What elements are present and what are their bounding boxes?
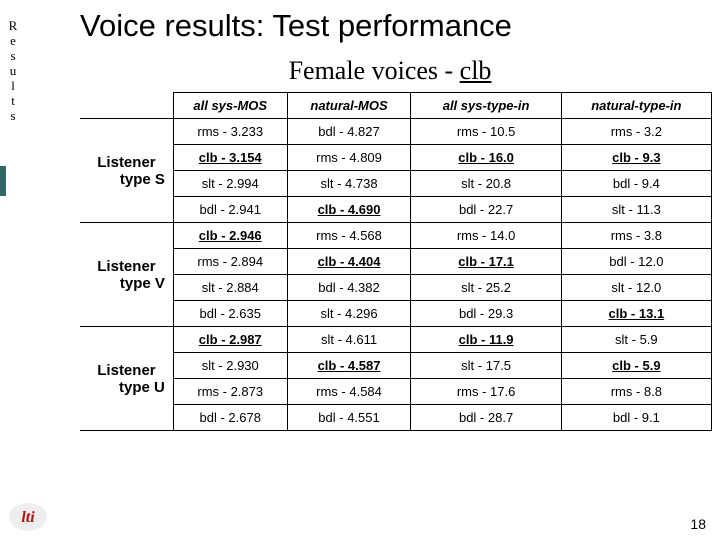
data-cell: slt - 12.0 (561, 275, 711, 301)
data-cell: clb - 16.0 (411, 145, 561, 171)
results-table: all sys-MOSnatural-MOSall sys-type-innat… (80, 92, 712, 431)
data-cell: slt - 4.296 (287, 301, 411, 327)
data-cell: clb - 4.690 (287, 197, 411, 223)
data-cell: rms - 4.584 (287, 379, 411, 405)
data-cell: clb - 3.154 (173, 145, 287, 171)
data-cell: rms - 3.233 (173, 119, 287, 145)
data-cell: rms - 17.6 (411, 379, 561, 405)
col-header: all sys-MOS (173, 93, 287, 119)
data-cell: clb - 17.1 (411, 249, 561, 275)
col-header: natural-type-in (561, 93, 711, 119)
data-cell: bdl - 12.0 (561, 249, 711, 275)
data-cell: bdl - 4.382 (287, 275, 411, 301)
data-cell: rms - 2.894 (173, 249, 287, 275)
data-cell: slt - 5.9 (561, 327, 711, 353)
table-corner (80, 93, 173, 119)
col-header: natural-MOS (287, 93, 411, 119)
data-cell: clb - 5.9 (561, 353, 711, 379)
data-cell: slt - 25.2 (411, 275, 561, 301)
data-cell: bdl - 22.7 (411, 197, 561, 223)
data-cell: rms - 4.568 (287, 223, 411, 249)
data-cell: bdl - 9.4 (561, 171, 711, 197)
data-cell: bdl - 4.827 (287, 119, 411, 145)
data-cell: slt - 2.994 (173, 171, 287, 197)
col-header: all sys-type-in (411, 93, 561, 119)
data-cell: slt - 2.930 (173, 353, 287, 379)
row-group-label: Listenertype U (80, 327, 173, 431)
data-cell: bdl - 28.7 (411, 405, 561, 431)
data-cell: rms - 4.809 (287, 145, 411, 171)
data-cell: clb - 4.587 (287, 353, 411, 379)
page-number: 18 (690, 516, 706, 532)
data-cell: clb - 9.3 (561, 145, 711, 171)
vertical-section-label: Results (4, 18, 22, 123)
data-cell: bdl - 9.1 (561, 405, 711, 431)
data-cell: bdl - 2.941 (173, 197, 287, 223)
data-cell: rms - 2.873 (173, 379, 287, 405)
data-cell: rms - 14.0 (411, 223, 561, 249)
data-cell: clb - 2.946 (173, 223, 287, 249)
data-cell: bdl - 2.678 (173, 405, 287, 431)
row-group-label: Listenertype V (80, 223, 173, 327)
data-cell: clb - 2.987 (173, 327, 287, 353)
data-cell: slt - 17.5 (411, 353, 561, 379)
data-cell: bdl - 2.635 (173, 301, 287, 327)
slide-title: Voice results: Test performance (80, 8, 700, 44)
data-cell: slt - 4.738 (287, 171, 411, 197)
data-cell: rms - 10.5 (411, 119, 561, 145)
svg-text:lti: lti (21, 509, 35, 526)
row-group-label: Listenertype S (80, 119, 173, 223)
logo: lti (8, 502, 48, 532)
subtitle-emph: clb (460, 56, 492, 85)
data-cell: clb - 13.1 (561, 301, 711, 327)
data-cell: slt - 2.884 (173, 275, 287, 301)
accent-mark (0, 166, 6, 196)
data-cell: slt - 11.3 (561, 197, 711, 223)
data-cell: clb - 4.404 (287, 249, 411, 275)
slide-subtitle: Female voices - clb (80, 56, 700, 86)
subtitle-text: Female voices - (289, 56, 460, 85)
data-cell: rms - 3.2 (561, 119, 711, 145)
data-cell: rms - 3.8 (561, 223, 711, 249)
table-container: all sys-MOSnatural-MOSall sys-type-innat… (80, 92, 712, 431)
data-cell: bdl - 29.3 (411, 301, 561, 327)
data-cell: slt - 4.611 (287, 327, 411, 353)
data-cell: bdl - 4.551 (287, 405, 411, 431)
data-cell: clb - 11.9 (411, 327, 561, 353)
data-cell: slt - 20.8 (411, 171, 561, 197)
data-cell: rms - 8.8 (561, 379, 711, 405)
